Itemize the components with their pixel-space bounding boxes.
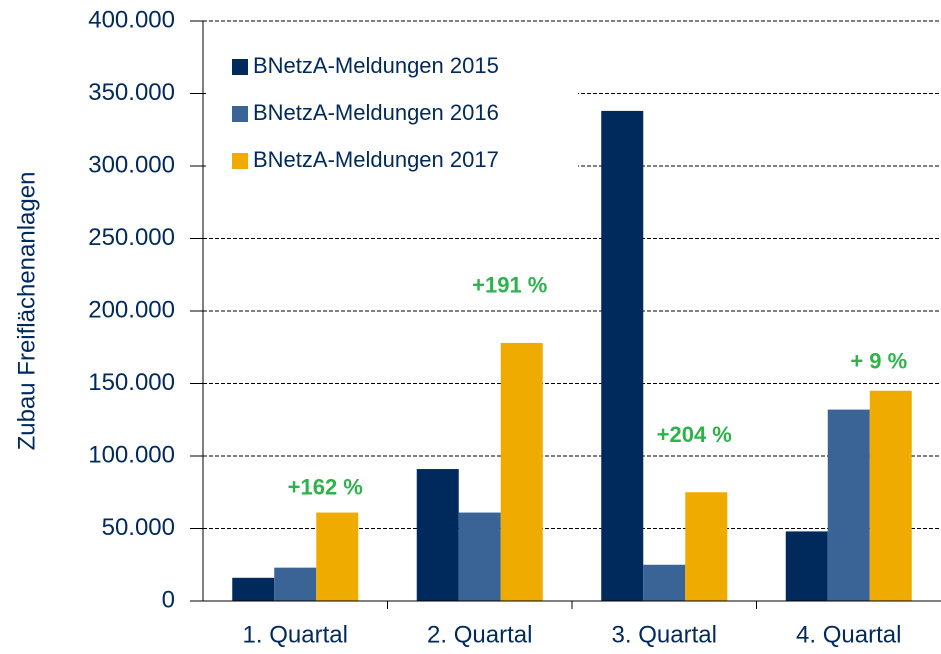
y-tick-label: 50.000 xyxy=(102,514,175,541)
y-tick-label: 150.000 xyxy=(88,369,175,396)
bar xyxy=(416,469,459,601)
annotation: +191 % xyxy=(472,273,547,298)
x-tick-label: 2. Quartal xyxy=(427,621,532,648)
annotation: +204 % xyxy=(657,422,732,447)
y-tick-label: 0 xyxy=(162,586,175,613)
bar xyxy=(685,492,728,601)
legend-swatch xyxy=(232,106,248,122)
bar xyxy=(827,409,870,601)
legend-box xyxy=(206,42,578,184)
bar xyxy=(869,390,912,601)
y-tick-label: 100.000 xyxy=(88,441,175,468)
y-tick-label: 350.000 xyxy=(88,79,175,106)
bar xyxy=(274,567,317,601)
legend-swatch xyxy=(232,59,248,75)
bar xyxy=(316,512,359,601)
legend-swatch xyxy=(232,153,248,169)
annotation: +162 % xyxy=(288,474,363,499)
x-tick-label: 1. Quartal xyxy=(243,621,348,648)
bar xyxy=(458,512,501,601)
bar xyxy=(601,110,644,602)
y-axis-label: Zubau Freiflächenanlagen xyxy=(13,172,40,451)
bar xyxy=(785,531,828,601)
x-tick-label: 3. Quartal xyxy=(612,621,717,648)
y-tick-label: 400.000 xyxy=(88,6,175,33)
y-tick-label: 200.000 xyxy=(88,296,175,323)
legend-label: BNetzA-Meldungen 2015 xyxy=(253,53,499,78)
legend-label: BNetzA-Meldungen 2016 xyxy=(253,100,499,125)
bar xyxy=(500,342,543,601)
x-tick-label: 4. Quartal xyxy=(796,621,901,648)
annotation: + 9 % xyxy=(850,349,907,374)
y-tick-label: 250.000 xyxy=(88,224,175,251)
legend-label: BNetzA-Meldungen 2017 xyxy=(253,147,499,172)
y-tick-label: 300.000 xyxy=(88,151,175,178)
bar xyxy=(643,564,686,601)
bar xyxy=(232,577,275,601)
